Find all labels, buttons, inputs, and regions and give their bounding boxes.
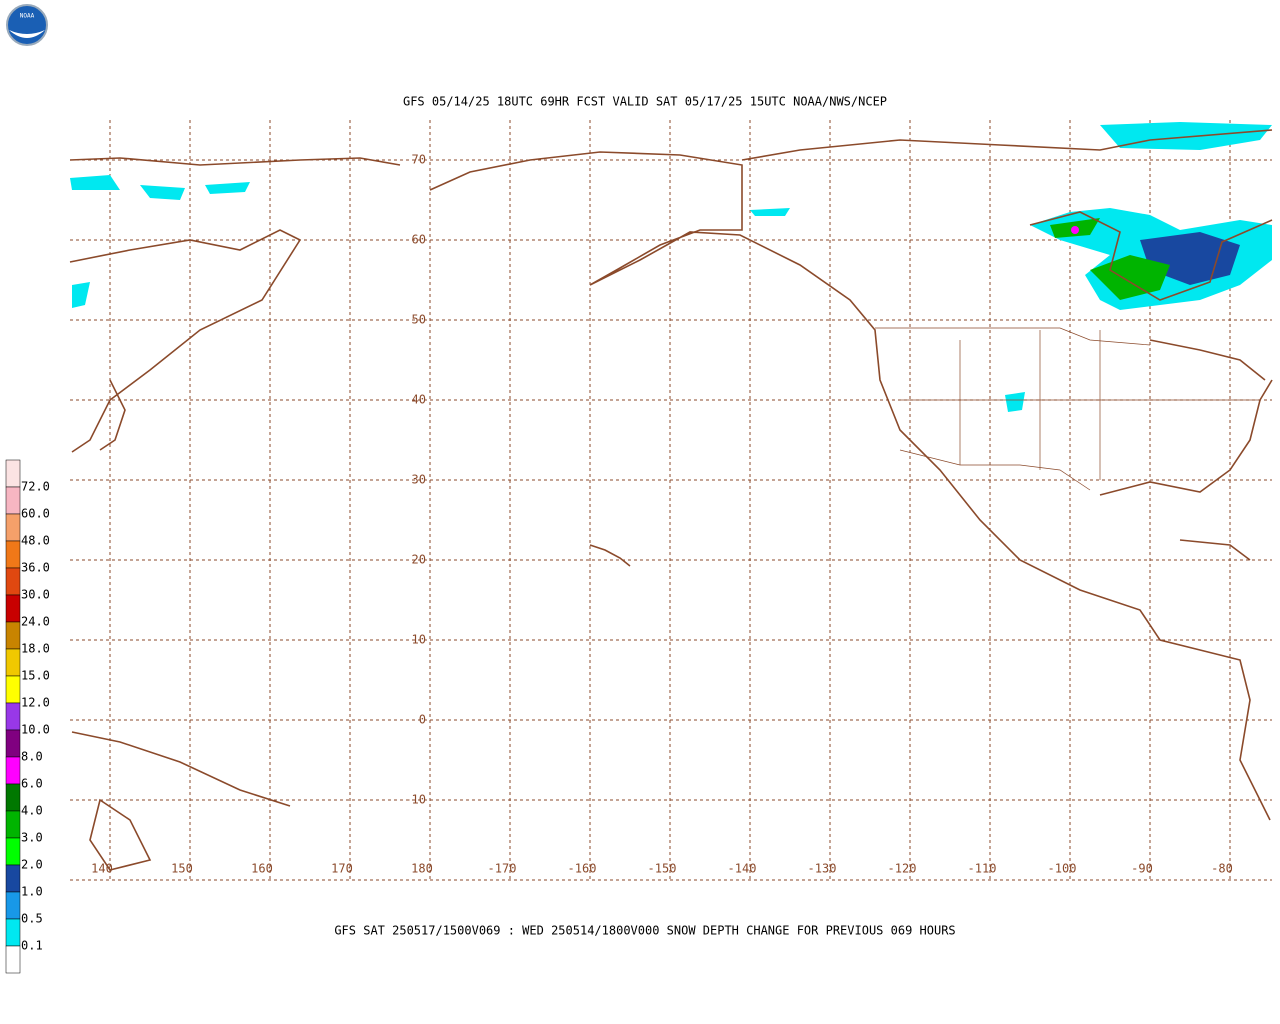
latitude-label: 50	[412, 313, 426, 327]
legend-swatch	[5, 945, 21, 974]
legend-swatch	[5, 864, 21, 893]
political-borders	[741, 165, 1260, 491]
legend-label: 48.0	[21, 534, 50, 548]
longitude-label: -120	[888, 862, 917, 876]
legend-label: 3.0	[21, 831, 43, 845]
latitude-label: 60	[412, 233, 426, 247]
legend-swatch	[5, 702, 21, 731]
longitude-label: -140	[728, 862, 757, 876]
legend-label: 36.0	[21, 561, 50, 575]
legend-swatch	[5, 540, 21, 569]
legend-label: 8.0	[21, 750, 43, 764]
legend-swatch	[5, 567, 21, 596]
latitude-label: 70	[412, 153, 426, 167]
longitude-label: -170	[488, 862, 517, 876]
legend-swatch	[5, 810, 21, 839]
legend-swatch	[5, 837, 21, 866]
map-caption: GFS SAT 250517/1500V069 : WED 250514/180…	[334, 924, 955, 938]
noaa-logo: NOAA	[6, 4, 48, 46]
longitude-label: -130	[808, 862, 837, 876]
legend-label: 60.0	[21, 507, 50, 521]
legend-label: 30.0	[21, 588, 50, 602]
legend-swatch	[5, 513, 21, 542]
legend-swatch	[5, 918, 21, 947]
map-title: GFS 05/14/25 18UTC 69HR FCST VALID SAT 0…	[403, 95, 887, 109]
longitude-label: -160	[568, 862, 597, 876]
legend-label: 15.0	[21, 669, 50, 683]
legend-swatch	[5, 621, 21, 650]
legend-label: 0.5	[21, 912, 43, 926]
legend-swatch	[5, 756, 21, 785]
legend-label: 6.0	[21, 777, 43, 791]
legend-label: 1.0	[21, 885, 43, 899]
coastlines	[69, 129, 1273, 871]
legend-swatch	[5, 729, 21, 758]
legend-swatch	[5, 783, 21, 812]
longitude-label: 170	[331, 862, 353, 876]
legend-label: 72.0	[21, 480, 50, 494]
latitude-label: 20	[412, 553, 426, 567]
legend-swatch	[5, 675, 21, 704]
longitude-label: 180	[411, 862, 433, 876]
longitude-label: 150	[171, 862, 193, 876]
latitude-label: 40	[412, 393, 426, 407]
longitude-label: 160	[251, 862, 273, 876]
legend-label: 2.0	[21, 858, 43, 872]
legend-label: 4.0	[21, 804, 43, 818]
latitude-label: 0	[419, 713, 426, 727]
longitude-label: -80	[1211, 862, 1233, 876]
logo-text: NOAA	[20, 13, 35, 20]
legend-label: 12.0	[21, 696, 50, 710]
latitude-label: -10	[404, 793, 426, 807]
longitude-label: -90	[1131, 862, 1153, 876]
legend-label: 24.0	[21, 615, 50, 629]
latitude-label: 30	[412, 473, 426, 487]
legend-swatch	[5, 486, 21, 515]
longitude-label: -150	[648, 862, 677, 876]
legend-swatch	[5, 891, 21, 920]
legend-label: 18.0	[21, 642, 50, 656]
color-legend: 72.0 60.0 48.0 36.0 30.0 24.0 18.0 15.0 12.0 10.0…	[5, 459, 50, 974]
snow-areas	[70, 122, 1272, 412]
legend-swatch	[5, 459, 21, 488]
legend-swatch	[5, 594, 21, 623]
legend-label: 10.0	[21, 723, 50, 737]
latitude-label: 10	[412, 633, 426, 647]
longitude-label: -110	[968, 862, 997, 876]
legend-swatch	[5, 648, 21, 677]
legend-label: 0.1	[21, 939, 43, 953]
longitude-label: -100	[1048, 862, 1077, 876]
